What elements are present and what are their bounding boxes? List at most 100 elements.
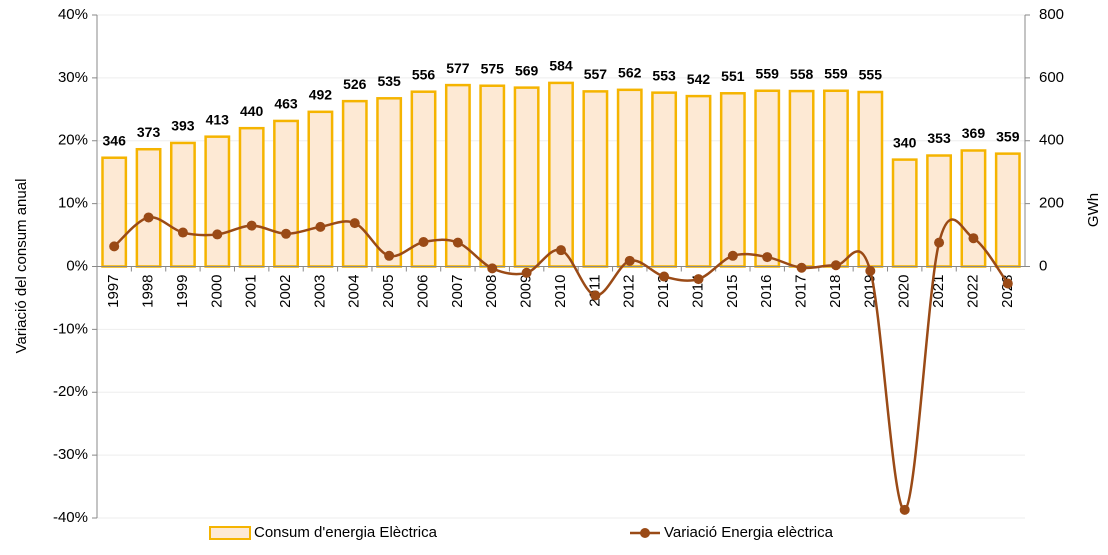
data-label: 463 [274, 96, 298, 112]
legend-swatch [209, 526, 251, 540]
bar [548, 81, 574, 268]
x-tick-label: 2017 [793, 275, 810, 308]
line-marker [246, 220, 257, 231]
x-tick-label: 1999 [174, 275, 191, 308]
line-marker [590, 290, 601, 301]
bar [135, 147, 162, 268]
y-tick-label: 10% [58, 195, 88, 212]
y-tick-label: -30% [53, 446, 88, 463]
line-marker [899, 504, 910, 515]
line-marker [384, 250, 395, 261]
data-label: 558 [790, 66, 814, 82]
line-marker [830, 260, 841, 271]
x-tick-label: 2000 [208, 275, 225, 308]
data-label: 559 [756, 65, 780, 81]
x-tick-label: 2013 [655, 275, 672, 308]
data-label: 556 [412, 66, 436, 82]
bar [754, 89, 781, 268]
data-label: 393 [171, 118, 195, 134]
y2-tick-label: 600 [1039, 69, 1064, 86]
y-tick-label: 0% [66, 257, 88, 274]
line-marker [143, 212, 154, 223]
data-label: 369 [962, 125, 986, 141]
bar [788, 89, 815, 268]
data-label: 542 [687, 71, 711, 87]
x-tick-label: 2008 [483, 275, 500, 308]
data-label: 559 [824, 65, 848, 81]
legend-swatch [640, 528, 650, 538]
line-marker [212, 229, 223, 240]
x-tick-label: 2002 [277, 275, 294, 308]
line-marker [693, 274, 704, 285]
data-label: 562 [618, 65, 642, 81]
y2-tick-label: 400 [1039, 132, 1064, 149]
line-marker [968, 233, 979, 244]
data-label: 353 [927, 130, 951, 146]
data-label: 551 [721, 68, 745, 84]
data-label: 577 [446, 60, 470, 76]
legend-label: Consum d'energia Elèctrica [254, 524, 438, 541]
data-label: 413 [206, 111, 230, 127]
bar [273, 119, 299, 268]
data-label: 526 [343, 76, 367, 92]
line-marker [762, 252, 773, 263]
bar [685, 94, 712, 268]
x-tick-label: 2010 [552, 275, 569, 308]
bar [857, 90, 884, 268]
data-label: 553 [652, 67, 676, 83]
x-tick-label: 2020 [896, 275, 913, 308]
data-label: 340 [893, 134, 917, 150]
x-tick-label: 2006 [414, 275, 431, 308]
y2-tick-label: 0 [1039, 257, 1047, 274]
bar [651, 91, 678, 268]
x-tick-label: 2004 [346, 275, 363, 308]
bar [994, 152, 1021, 268]
y-tick-label: -20% [53, 383, 88, 400]
x-tick-label: 2005 [380, 275, 397, 308]
x-tick-label: 2015 [724, 275, 741, 308]
data-label: 569 [515, 62, 539, 78]
y-tick-label: 20% [58, 132, 88, 149]
bar [582, 90, 609, 268]
data-label: 584 [549, 58, 573, 74]
line-marker [865, 265, 876, 276]
data-label: 346 [103, 132, 127, 148]
data-label: 373 [137, 124, 161, 140]
x-tick-label: 2012 [621, 275, 638, 308]
line-marker [934, 237, 945, 248]
bar [238, 126, 265, 268]
bar [719, 92, 746, 268]
line-marker [624, 255, 635, 266]
y2-tick-label: 200 [1039, 195, 1064, 212]
x-tick-label: 1998 [140, 275, 157, 308]
y-tick-label: -40% [53, 509, 88, 526]
y-axis-label: Variació del consum anual [13, 179, 30, 354]
bar [479, 84, 506, 268]
x-tick-label: 2009 [518, 275, 535, 308]
bar [926, 154, 953, 268]
data-label: 555 [859, 67, 883, 83]
legend-label: Variació Energia elèctrica [664, 524, 834, 541]
data-label: 492 [309, 87, 333, 103]
y2-tick-label: 800 [1039, 6, 1064, 23]
line-marker [109, 241, 120, 252]
bar [376, 97, 403, 268]
data-label: 575 [481, 60, 505, 76]
line-marker [418, 236, 429, 247]
data-label: 440 [240, 103, 264, 119]
bar [823, 89, 849, 268]
data-label: 557 [584, 66, 608, 82]
line-marker [796, 262, 807, 273]
bar [169, 141, 196, 268]
x-tick-label: 2018 [827, 275, 844, 308]
y-tick-label: 30% [58, 69, 88, 86]
line-marker [659, 271, 670, 282]
y-tick-label: 40% [58, 6, 88, 23]
line-marker [177, 227, 188, 238]
x-tick-label: 2022 [964, 275, 981, 308]
bar [204, 135, 231, 268]
x-tick-label: 2007 [449, 275, 466, 308]
bar [891, 158, 918, 268]
line-marker [521, 267, 532, 278]
